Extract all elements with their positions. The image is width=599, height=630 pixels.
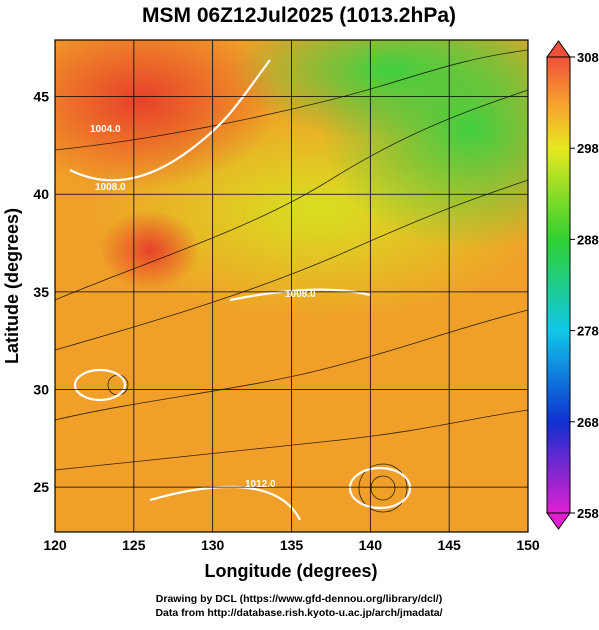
x-tick-label: 150 [516,537,540,553]
colorbar-bottom [546,512,571,530]
contour-label: 1008.0 [285,289,316,300]
colorbar [546,56,571,514]
x-axis-label: Longitude (degrees) [204,561,377,581]
contour-label: 1008.0 [95,182,126,193]
y-tick-label: 35 [33,284,49,300]
colorbar-tick-label: 298 [577,141,599,156]
y-tick-label: 25 [33,479,49,495]
x-tick-label: 130 [201,537,225,553]
y-tick-label: 30 [33,381,49,397]
x-tick-label: 135 [280,537,304,553]
x-tick-label: 145 [437,537,461,553]
credit: Drawing by DCL (https://www.gfd-dennou.o… [156,593,442,605]
contour-label: 1004.0 [90,124,121,135]
colorbar-tick-label: 288 [577,232,599,247]
y-tick-label: 45 [33,89,49,105]
colorbar-tick-label: 258 [577,506,599,521]
x-tick-label: 120 [43,537,67,553]
x-tick-label: 125 [122,537,146,553]
field [55,40,528,532]
contour-label: 1012.0 [245,479,276,490]
colorbar-tick-label: 308 [577,50,599,65]
title: MSM 06Z12Jul2025 (1013.2hPa) [142,4,456,27]
colorbar-tick-label: 268 [577,415,599,430]
y-tick-label: 40 [33,186,49,202]
y-axis-label: Latitude (degrees) [2,208,22,364]
colorbar-top [546,40,571,58]
colorbar-tick-label: 278 [577,324,599,339]
credit: Data from http://database.rish.kyoto-u.a… [155,607,442,619]
x-tick-label: 140 [359,537,383,553]
